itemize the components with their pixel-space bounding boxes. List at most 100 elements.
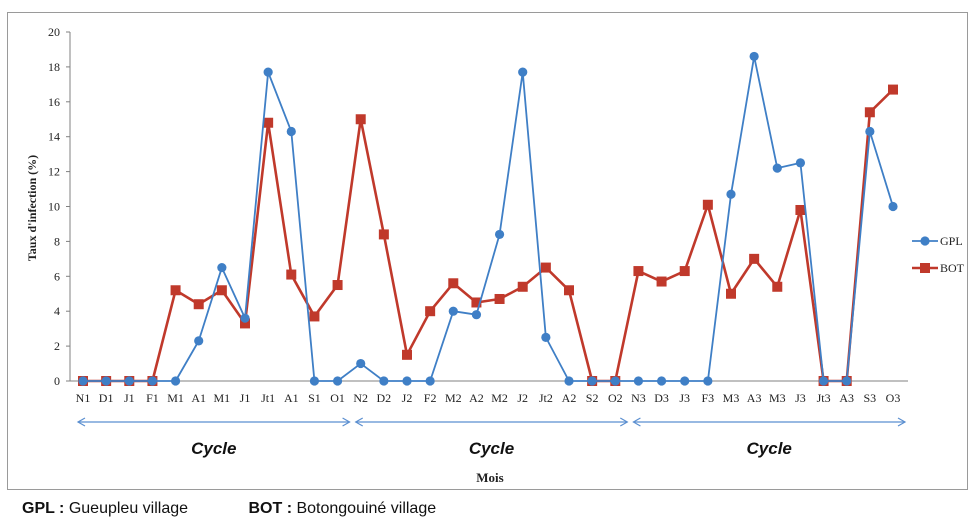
data-point-gpl	[448, 306, 458, 316]
series-line-gpl	[83, 55, 894, 382]
x-tick-label: F1	[146, 391, 159, 405]
x-tick-label: N1	[76, 391, 91, 405]
data-point-gpl	[356, 358, 366, 369]
x-tick-label: J1	[124, 391, 135, 405]
x-tick-label: Jt3	[817, 391, 831, 405]
data-point-bot	[355, 114, 366, 125]
footnote-bot-abbr: BOT :	[248, 500, 293, 517]
x-tick-label: O3	[886, 391, 901, 405]
data-point-bot	[425, 306, 436, 317]
data-point-gpl	[170, 376, 181, 386]
cycle-arrow-head-left	[354, 417, 364, 427]
y-tick-label: 16	[48, 95, 60, 109]
data-point-gpl	[240, 313, 250, 323]
data-point-gpl	[518, 67, 528, 77]
y-tick-label: 2	[54, 339, 60, 353]
x-tick-label: A2	[562, 391, 577, 405]
data-point-bot	[795, 204, 806, 215]
data-point-gpl	[78, 376, 88, 386]
y-tick-label: 18	[48, 60, 60, 74]
x-tick-label: D3	[654, 391, 669, 405]
series-group	[78, 51, 898, 386]
data-point-bot	[888, 84, 898, 95]
legend-label: GPL	[940, 234, 963, 248]
x-tick-label: A3	[747, 391, 762, 405]
data-point-bot	[772, 281, 783, 292]
data-point-gpl	[888, 201, 898, 212]
y-tick-label: 10	[48, 200, 60, 214]
data-point-gpl	[703, 376, 713, 386]
data-point-bot	[378, 229, 389, 240]
x-tick-label: S1	[308, 391, 321, 405]
legend-entry-gpl: GPL	[912, 234, 963, 248]
x-tick-label: J2	[517, 391, 528, 405]
data-point-gpl	[194, 336, 204, 346]
x-tick-labels: N1 D1 J1 F1 M1 A1 M1 J1 Jt1 A1 S1 O1 N2 D2 J2 F2 M2 A2 M2 J…	[76, 391, 901, 405]
data-point-gpl	[587, 376, 597, 386]
data-point-bot	[517, 281, 528, 292]
chart-frame	[7, 12, 968, 490]
series-gpl	[78, 51, 898, 386]
footnote: GPL : Gueupleu village BOT : Botongouiné…	[22, 500, 436, 518]
legend-marker	[920, 263, 930, 273]
cycle-annotations: Cycle Cycle Cycle	[76, 417, 907, 458]
x-tick-label: J2	[402, 391, 413, 405]
footnote-gpl-abbr: GPL :	[22, 500, 65, 517]
x-tick-label: M3	[723, 391, 740, 405]
x-axis-label: Mois	[476, 470, 503, 485]
data-point-bot	[540, 262, 551, 273]
data-point-bot	[864, 107, 875, 118]
data-point-bot	[309, 311, 320, 322]
y-tick-label: 6	[54, 269, 60, 283]
footnote-bot: BOT : Botongouiné village	[248, 500, 436, 518]
data-point-bot	[471, 297, 482, 308]
footnote-gpl-text: Gueupleu village	[64, 500, 189, 517]
data-point-gpl	[101, 376, 111, 386]
data-point-gpl	[124, 376, 134, 386]
x-tick-label: J3	[795, 391, 806, 405]
data-point-bot	[193, 299, 204, 310]
data-point-gpl	[425, 376, 435, 386]
x-tick-label: M2	[491, 391, 508, 405]
data-point-gpl	[772, 163, 782, 173]
data-point-bot	[564, 285, 574, 296]
y-tick-label: 8	[54, 234, 60, 248]
x-tick-label: O2	[608, 391, 623, 405]
y-tick-label: 4	[54, 304, 60, 318]
series-bot	[78, 84, 898, 386]
data-point-gpl	[610, 376, 620, 386]
data-point-gpl	[795, 158, 806, 168]
data-point-bot	[749, 253, 760, 264]
cycle-label: Cycle	[469, 439, 514, 458]
x-tick-label: Jt1	[261, 391, 275, 405]
x-tick-label: M1	[214, 391, 231, 405]
y-tick-label: 20	[48, 25, 60, 39]
legend-marker	[920, 236, 930, 246]
data-point-gpl	[263, 67, 273, 77]
data-point-gpl	[680, 376, 690, 386]
data-point-bot	[170, 285, 181, 296]
data-point-bot	[494, 293, 505, 304]
data-point-bot	[263, 117, 274, 128]
data-point-gpl	[726, 189, 736, 199]
x-tick-label: M2	[445, 391, 462, 405]
data-point-gpl	[286, 126, 296, 137]
data-point-bot	[679, 266, 690, 277]
data-point-gpl	[309, 376, 320, 386]
data-point-gpl	[402, 376, 412, 386]
data-point-bot	[656, 276, 667, 287]
data-point-bot	[726, 288, 736, 299]
data-point-bot	[402, 349, 412, 360]
y-axis-label: Taux d'infection (%)	[25, 155, 39, 261]
cycle-arrow-head-left	[632, 417, 641, 427]
x-tick-label: A1	[191, 391, 206, 405]
cycle-arrow-head-right	[619, 417, 629, 427]
legend-entry-bot: BOT	[912, 261, 965, 275]
data-point-gpl	[749, 51, 759, 62]
x-tick-label: A1	[284, 391, 299, 405]
x-tick-label: M1	[167, 391, 184, 405]
x-tick-label: O1	[330, 391, 345, 405]
data-point-gpl	[818, 376, 829, 386]
cycle-label: Cycle	[747, 439, 792, 458]
cycle-arrow-head-left	[76, 417, 86, 427]
